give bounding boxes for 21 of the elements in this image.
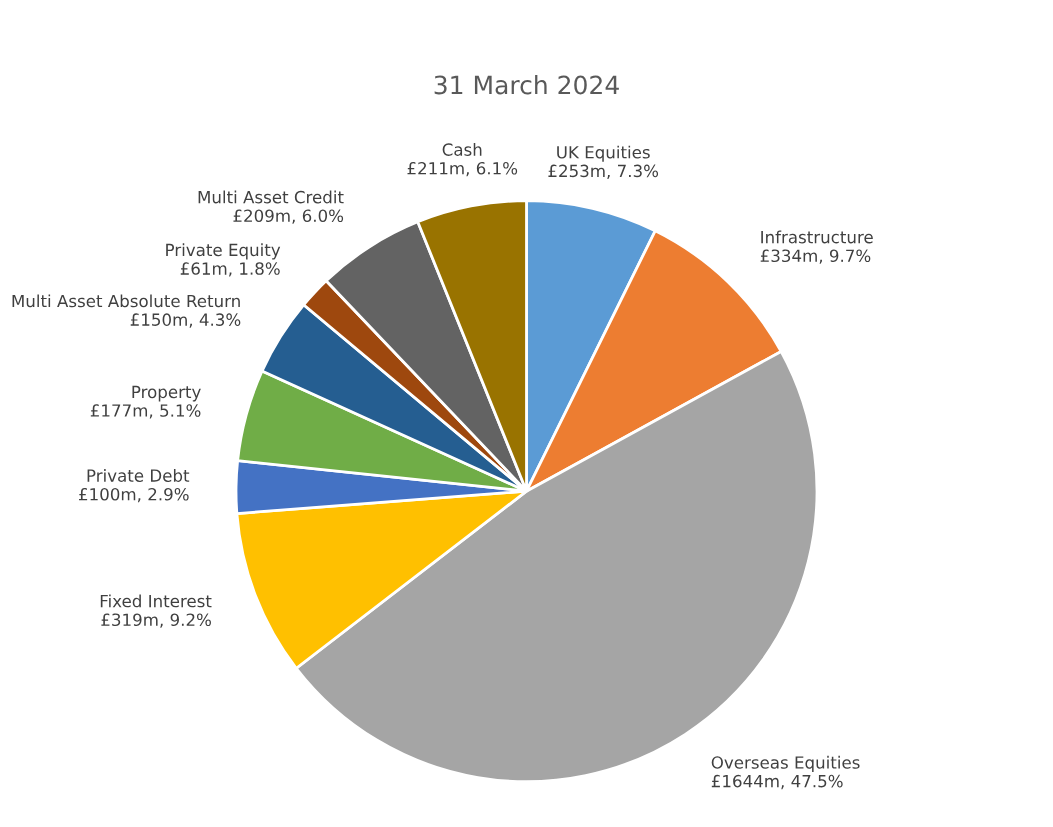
data-label: £100m, 2.9% [79, 487, 189, 503]
data-label: £211m, 6.1% [407, 161, 518, 177]
slice-label: Cash [442, 142, 482, 156]
slice-label: Infrastructure [761, 230, 873, 244]
data-label: £319m, 9.2% [101, 613, 211, 628]
data-label: £209m, 6.0% [233, 209, 344, 224]
chart-title: 31 March 2024 [434, 75, 619, 95]
data-label: £61m, 1.8% [180, 262, 280, 277]
slice-label: Property [132, 385, 201, 402]
slice-label: Multi Asset Absolute Return [12, 294, 240, 308]
slice-label: Overseas Equities [711, 755, 860, 772]
data-label: £150m, 4.3% [130, 313, 241, 328]
slice-label: Private Equity [166, 243, 281, 260]
slice-label: Multi Asset Credit [198, 190, 344, 204]
slice-label: UK Equities [557, 145, 650, 162]
data-label: £177m, 5.1% [90, 404, 201, 419]
slice-label: Private Debt [87, 469, 190, 482]
slice-label: Fixed Interest [100, 594, 212, 608]
data-label: £1644m, 47.5% [711, 774, 843, 790]
data-label: £253m, 7.3% [548, 164, 659, 179]
data-label: £334m, 9.7% [760, 249, 871, 264]
